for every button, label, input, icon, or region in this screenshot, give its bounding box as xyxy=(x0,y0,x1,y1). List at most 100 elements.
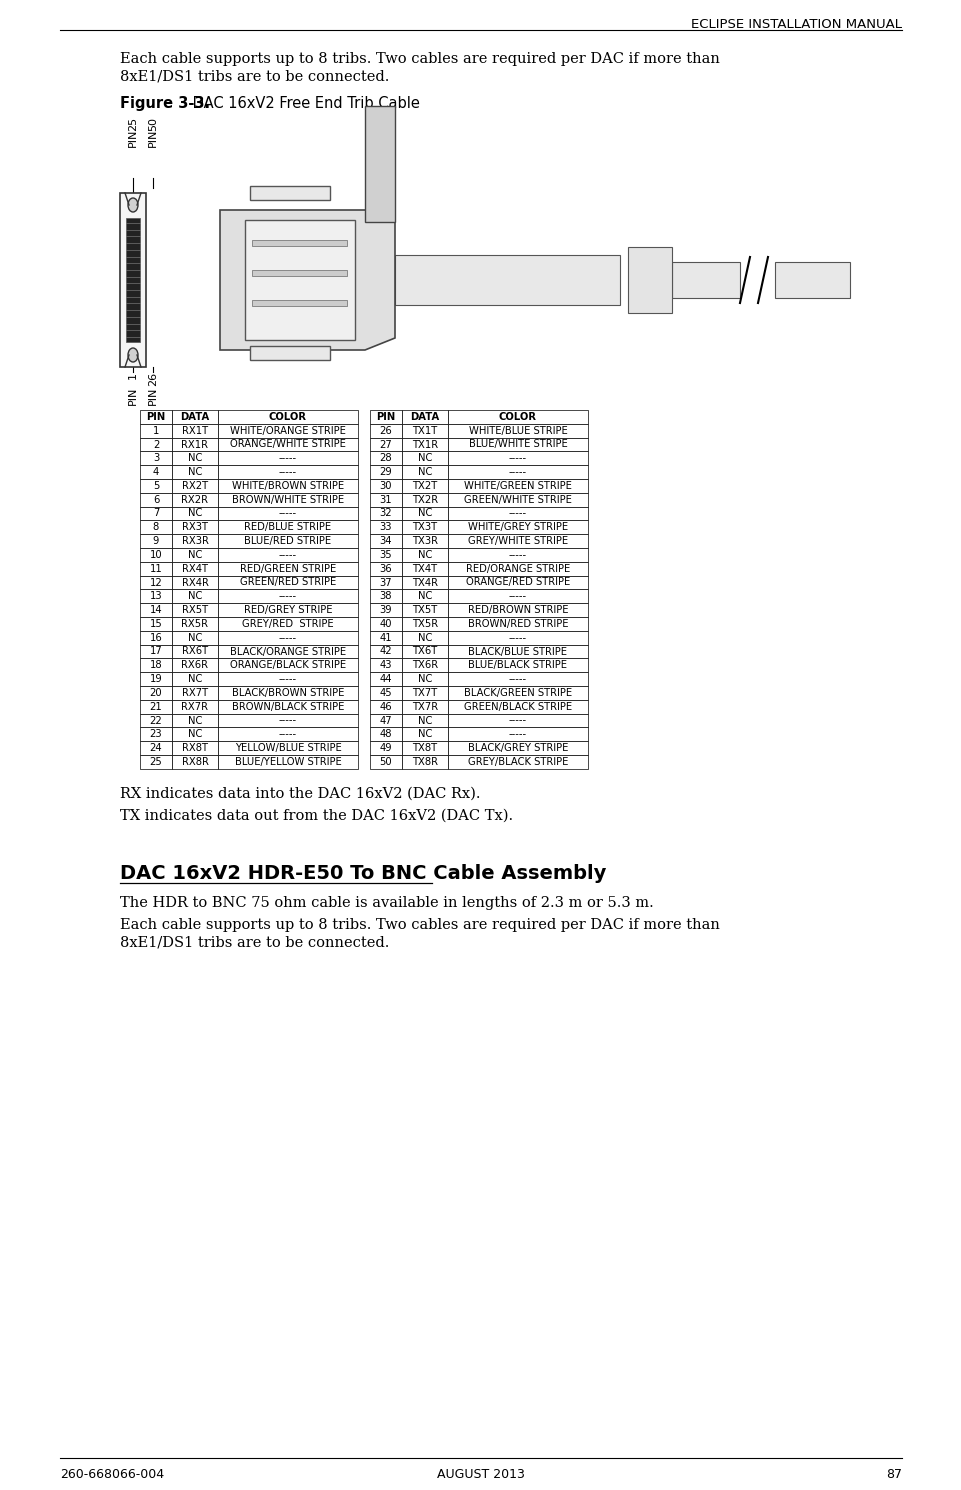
Text: NC: NC xyxy=(417,715,431,726)
Bar xyxy=(218,535,357,548)
Text: GREY/BLACK STRIPE: GREY/BLACK STRIPE xyxy=(467,757,568,767)
Text: NC: NC xyxy=(187,592,202,602)
Bar xyxy=(172,741,218,755)
Bar xyxy=(218,714,357,727)
Text: 35: 35 xyxy=(380,550,392,560)
Text: 30: 30 xyxy=(380,481,392,490)
Text: RX3R: RX3R xyxy=(182,536,209,547)
Text: 9: 9 xyxy=(153,536,159,547)
Text: WHITE/ORANGE STRIPE: WHITE/ORANGE STRIPE xyxy=(230,426,346,435)
Bar xyxy=(140,410,172,423)
Bar xyxy=(370,507,402,520)
Text: 19: 19 xyxy=(150,673,162,684)
Bar xyxy=(252,270,347,276)
Bar xyxy=(402,575,448,590)
Text: PIN: PIN xyxy=(376,411,395,422)
Text: TX3T: TX3T xyxy=(412,523,437,532)
Bar xyxy=(370,755,402,769)
Bar xyxy=(370,685,402,700)
Text: NC: NC xyxy=(187,466,202,477)
Bar xyxy=(370,535,402,548)
Bar xyxy=(140,548,172,562)
Bar xyxy=(172,672,218,685)
Text: -----: ----- xyxy=(508,673,527,684)
Bar xyxy=(140,700,172,714)
Text: 48: 48 xyxy=(380,729,392,739)
Text: 38: 38 xyxy=(380,592,392,602)
Bar xyxy=(140,645,172,659)
Bar xyxy=(140,755,172,769)
Text: 1: 1 xyxy=(128,372,137,378)
Text: NC: NC xyxy=(187,715,202,726)
Bar xyxy=(448,410,587,423)
Bar xyxy=(402,727,448,741)
Bar xyxy=(370,630,402,645)
Bar xyxy=(172,548,218,562)
Bar xyxy=(172,714,218,727)
Bar xyxy=(140,630,172,645)
Text: -----: ----- xyxy=(279,715,297,726)
Text: 26: 26 xyxy=(148,372,158,386)
Text: Figure 3-3.: Figure 3-3. xyxy=(120,95,209,110)
Bar xyxy=(370,423,402,438)
Bar xyxy=(218,685,357,700)
Text: 3: 3 xyxy=(153,453,159,463)
Text: NC: NC xyxy=(417,729,431,739)
Ellipse shape xyxy=(128,198,137,212)
Bar xyxy=(448,590,587,603)
Bar xyxy=(218,700,357,714)
Bar xyxy=(172,535,218,548)
Text: 5: 5 xyxy=(153,481,159,490)
Bar xyxy=(448,535,587,548)
Bar xyxy=(370,520,402,535)
Bar xyxy=(370,645,402,659)
Text: RX8R: RX8R xyxy=(182,757,209,767)
Text: RX6R: RX6R xyxy=(182,660,209,671)
Text: NC: NC xyxy=(187,633,202,642)
Bar xyxy=(218,672,357,685)
Text: TX2T: TX2T xyxy=(412,481,437,490)
Bar xyxy=(218,410,357,423)
Bar xyxy=(140,478,172,493)
Text: RX4T: RX4T xyxy=(182,563,208,574)
Bar xyxy=(402,535,448,548)
Bar xyxy=(140,590,172,603)
Bar xyxy=(370,575,402,590)
Bar xyxy=(448,672,587,685)
Text: RED/BLUE STRIPE: RED/BLUE STRIPE xyxy=(244,523,332,532)
Text: -----: ----- xyxy=(508,453,527,463)
Bar xyxy=(448,700,587,714)
Text: 33: 33 xyxy=(380,523,392,532)
Bar xyxy=(448,507,587,520)
Text: BROWN/BLACK STRIPE: BROWN/BLACK STRIPE xyxy=(232,702,344,712)
Text: 47: 47 xyxy=(380,715,392,726)
Bar xyxy=(448,575,587,590)
Text: NC: NC xyxy=(417,633,431,642)
Bar xyxy=(370,465,402,478)
Text: BROWN/RED STRIPE: BROWN/RED STRIPE xyxy=(467,618,568,629)
Text: NC: NC xyxy=(187,729,202,739)
Bar xyxy=(172,423,218,438)
Text: ECLIPSE INSTALLATION MANUAL: ECLIPSE INSTALLATION MANUAL xyxy=(690,18,901,31)
Text: 2: 2 xyxy=(153,440,159,450)
Bar xyxy=(140,520,172,535)
Text: 8xE1/DS1 tribs are to be connected.: 8xE1/DS1 tribs are to be connected. xyxy=(120,70,389,83)
Text: WHITE/BLUE STRIPE: WHITE/BLUE STRIPE xyxy=(468,426,567,435)
Text: WHITE/GREEN STRIPE: WHITE/GREEN STRIPE xyxy=(463,481,572,490)
Bar xyxy=(402,714,448,727)
Bar xyxy=(402,685,448,700)
Bar xyxy=(402,630,448,645)
Bar xyxy=(218,755,357,769)
Bar xyxy=(370,659,402,672)
Text: -----: ----- xyxy=(279,466,297,477)
Bar xyxy=(252,240,347,246)
Text: 16: 16 xyxy=(150,633,162,642)
Text: WHITE/BROWN STRIPE: WHITE/BROWN STRIPE xyxy=(232,481,344,490)
Text: GREY/RED  STRIPE: GREY/RED STRIPE xyxy=(242,618,333,629)
Text: PIN: PIN xyxy=(148,128,158,148)
Bar xyxy=(402,645,448,659)
Text: BLUE/RED STRIPE: BLUE/RED STRIPE xyxy=(244,536,332,547)
Text: BLUE/WHITE STRIPE: BLUE/WHITE STRIPE xyxy=(468,440,567,450)
Bar xyxy=(402,562,448,575)
Bar xyxy=(370,410,402,423)
